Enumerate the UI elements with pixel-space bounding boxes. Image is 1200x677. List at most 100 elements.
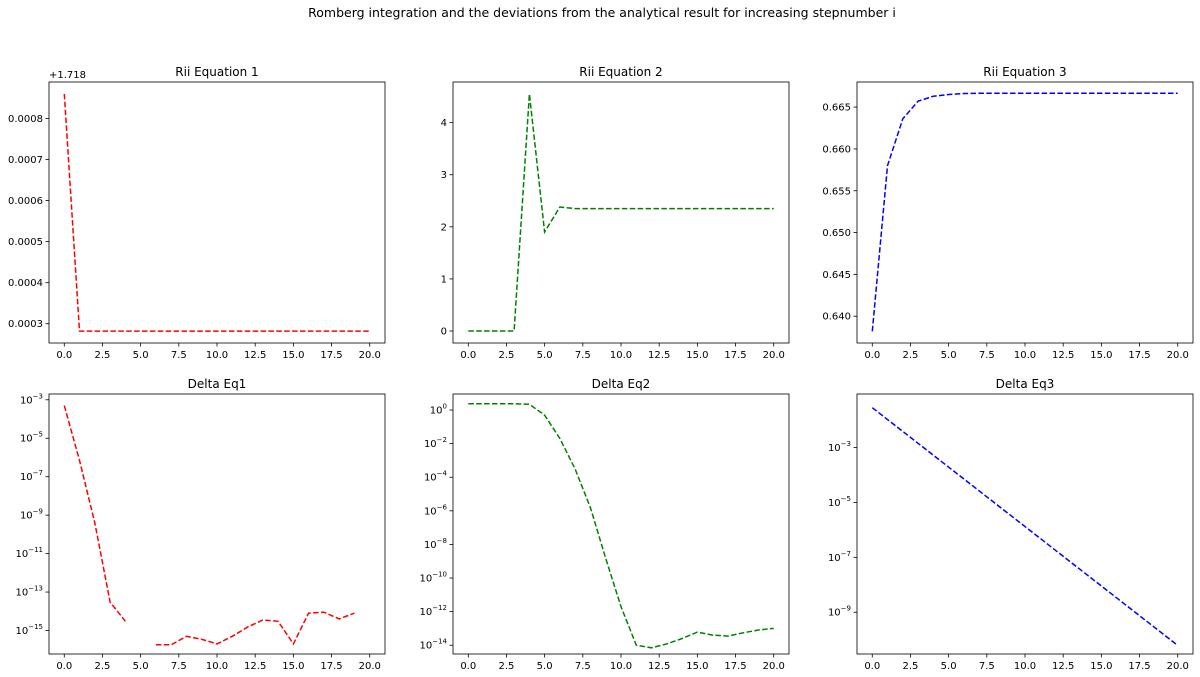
y-tick: 0.0006 — [8, 196, 49, 207]
x-tick: 20.0 — [763, 654, 785, 672]
y-tick: 10−2 — [424, 436, 453, 450]
x-tick: 5.0 — [133, 343, 149, 361]
y-tick-label: 10−3 — [828, 440, 851, 454]
subplot-delta2: 0.0 2.5 5.0 7.5 10.0 12.5 15.0 17.5 20.0 10−14 10−… — [419, 377, 790, 672]
x-tick: 0.0 — [56, 343, 72, 361]
y-tick: 0.0007 — [8, 155, 49, 166]
x-tick-label: 0.0 — [864, 350, 880, 361]
x-tick: 0.0 — [864, 654, 880, 672]
x-tick: 17.5 — [320, 343, 343, 361]
y-tick: 0.655 — [822, 186, 857, 197]
x-tick: 10.0 — [610, 343, 632, 361]
y-tick: 0.0005 — [8, 237, 49, 248]
y-tick: 10−6 — [424, 503, 453, 517]
y-tick-label: 10−12 — [419, 604, 447, 618]
x-tick-label: 17.5 — [724, 661, 746, 672]
x-tick-label: 15.0 — [686, 661, 708, 672]
y-tick-label: 4 — [441, 118, 447, 129]
x-tick-label: 7.5 — [979, 661, 995, 672]
x-tick-label: 10.0 — [206, 350, 228, 361]
y-tick: 10−13 — [15, 585, 49, 599]
y-tick: 10−5 — [828, 495, 857, 509]
y-tick-label: 0.0005 — [8, 237, 43, 248]
y-tick-label: 0.640 — [822, 312, 851, 323]
x-tick-label: 15.0 — [282, 350, 304, 361]
x-tick-label: 10.0 — [1014, 350, 1036, 361]
x-tick: 7.5 — [979, 343, 995, 361]
x-tick: 17.5 — [724, 654, 747, 672]
x-tick-label: 0.0 — [460, 350, 476, 361]
y-tick: 1 — [441, 274, 453, 285]
y-tick-label: 10−5 — [828, 495, 851, 509]
y-tick: 0.0008 — [8, 114, 49, 125]
series-line-delta3 — [871, 407, 1179, 646]
x-tick-label: 7.5 — [575, 661, 591, 672]
x-tick-label: 17.5 — [1128, 350, 1150, 361]
x-tick-label: 0.0 — [460, 661, 476, 672]
subplot-rii3: 0.0 2.5 5.0 7.5 10.0 12.5 15.0 17.5 20.0 0.640 0.6… — [822, 65, 1194, 361]
x-tick: 17.5 — [320, 654, 343, 672]
x-tick: 15.0 — [282, 343, 304, 361]
y-tick: 0.0004 — [8, 278, 49, 289]
y-tick-label: 0.0008 — [8, 114, 43, 125]
x-tick: 12.5 — [648, 343, 670, 361]
x-tick: 20.0 — [359, 343, 381, 361]
x-tick-label: 2.5 — [903, 350, 919, 361]
y-tick-label: 10−13 — [15, 585, 43, 599]
y-tick-label: 10−11 — [15, 546, 43, 560]
series-line-delta1-seg1 — [155, 611, 355, 646]
x-tick-label: 17.5 — [1128, 661, 1150, 672]
series-line-rii1 — [63, 93, 370, 332]
x-tick-label: 20.0 — [359, 350, 381, 361]
subplot-title: Rii Equation 1 — [175, 65, 258, 79]
series-line-delta1-seg0 — [63, 405, 126, 622]
x-tick: 5.0 — [133, 654, 149, 672]
y-tick-label: 0.0004 — [8, 278, 43, 289]
subplot-title: Rii Equation 2 — [579, 65, 662, 79]
x-tick-label: 15.0 — [1090, 350, 1112, 361]
x-tick: 15.0 — [686, 343, 708, 361]
x-tick-label: 7.5 — [575, 350, 591, 361]
x-tick-label: 12.5 — [1052, 661, 1074, 672]
y-tick-label: 0.660 — [822, 144, 851, 155]
x-tick: 2.5 — [903, 343, 919, 361]
y-tick-label: 10−6 — [424, 503, 448, 517]
x-tick: 5.0 — [941, 343, 957, 361]
y-tick: 10−7 — [828, 550, 857, 564]
x-tick: 2.5 — [499, 654, 514, 672]
x-tick-label: 5.0 — [941, 661, 957, 672]
y-tick: 0.645 — [822, 270, 857, 281]
subplot-title: Delta Eq3 — [996, 377, 1055, 391]
x-tick-label: 7.5 — [171, 350, 187, 361]
x-tick: 17.5 — [1128, 654, 1151, 672]
y-tick: 100 — [430, 403, 453, 417]
x-tick: 20.0 — [763, 343, 785, 361]
y-tick-label: 0.655 — [822, 186, 851, 197]
x-tick: 7.5 — [171, 654, 187, 672]
y-tick: 4 — [441, 118, 453, 129]
x-tick-label: 10.0 — [206, 661, 228, 672]
x-tick: 12.5 — [1052, 654, 1074, 672]
x-tick: 10.0 — [1014, 654, 1036, 672]
x-tick: 10.0 — [206, 654, 228, 672]
y-tick: 0 — [441, 327, 453, 338]
x-tick: 15.0 — [1090, 343, 1112, 361]
y-tick-label: 0.0006 — [8, 196, 43, 207]
x-tick-label: 20.0 — [1167, 661, 1189, 672]
y-tick-label: 10−2 — [424, 436, 447, 450]
x-tick-label: 2.5 — [95, 350, 111, 361]
y-tick-label: 10−3 — [20, 392, 43, 406]
y-tick: 10−10 — [419, 571, 453, 585]
x-tick-label: 5.0 — [537, 661, 553, 672]
x-tick-label: 17.5 — [724, 350, 746, 361]
x-tick: 15.0 — [1090, 654, 1112, 672]
y-tick-label: 10−4 — [424, 470, 448, 484]
y-tick: 10−5 — [20, 431, 49, 445]
subplot-title: Delta Eq1 — [188, 377, 247, 391]
x-tick: 12.5 — [244, 654, 266, 672]
x-tick-label: 12.5 — [1052, 350, 1074, 361]
x-tick: 10.0 — [610, 654, 632, 672]
figure-suptitle: Romberg integration and the deviations f… — [308, 5, 896, 20]
y-tick: 10−4 — [424, 470, 453, 484]
y-tick: 10−8 — [424, 537, 453, 551]
